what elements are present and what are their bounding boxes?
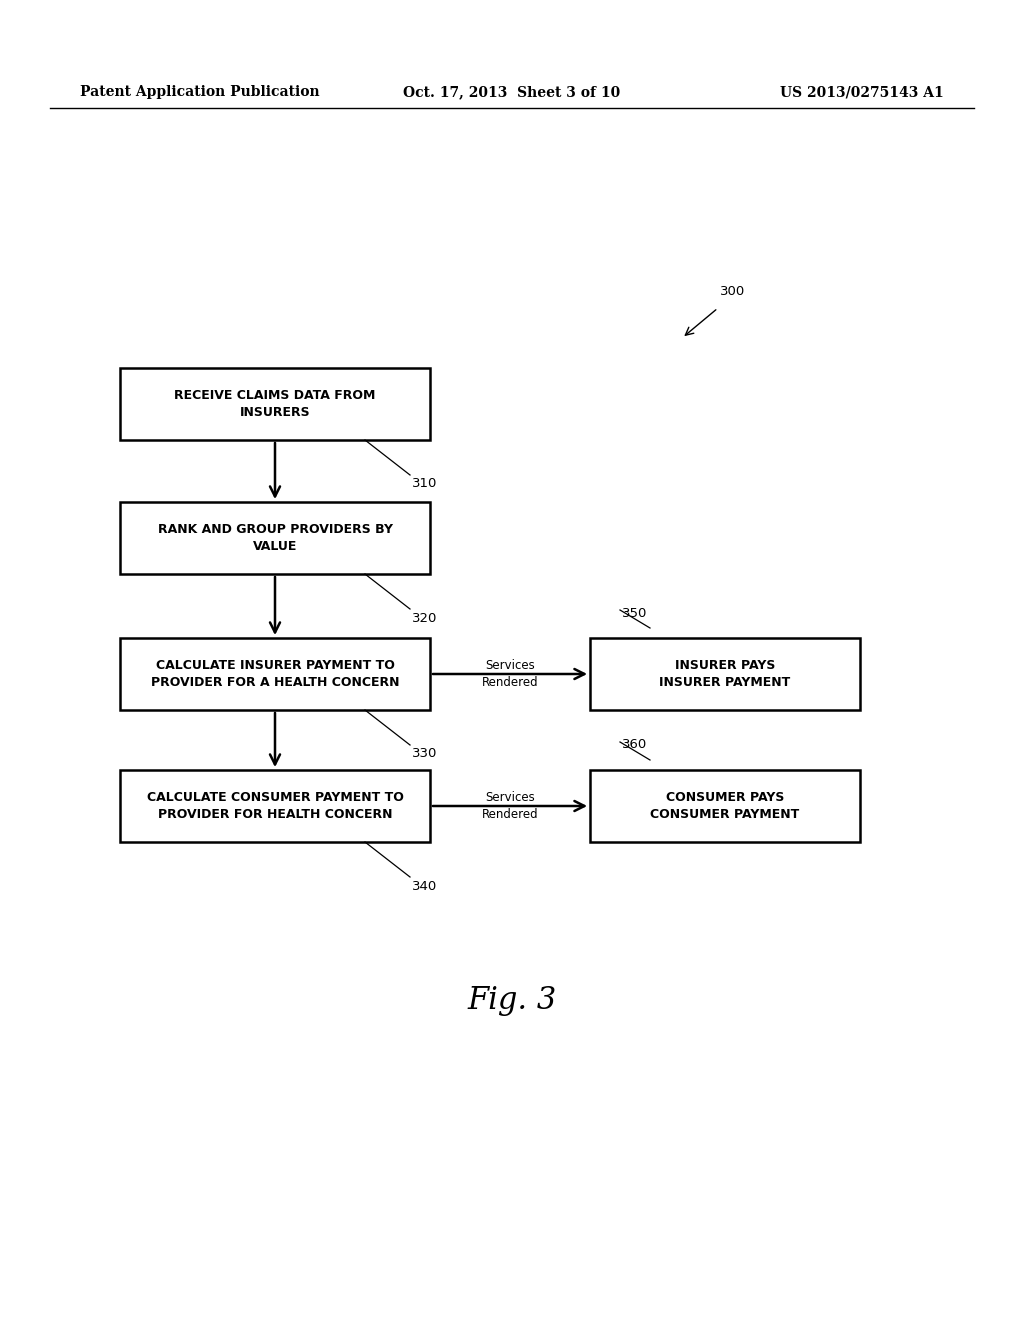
Text: 330: 330 <box>412 747 437 760</box>
Bar <box>590 770 860 842</box>
Text: 320: 320 <box>412 612 437 624</box>
Bar <box>120 638 430 710</box>
Text: Fig. 3: Fig. 3 <box>467 985 557 1015</box>
Bar <box>120 770 430 842</box>
Text: Services
Rendered: Services Rendered <box>481 791 539 821</box>
Text: US 2013/0275143 A1: US 2013/0275143 A1 <box>780 84 944 99</box>
Text: 360: 360 <box>622 738 647 751</box>
Text: 340: 340 <box>412 880 437 894</box>
Text: Services
Rendered: Services Rendered <box>481 659 539 689</box>
Text: RECEIVE CLAIMS DATA FROM
INSURERS: RECEIVE CLAIMS DATA FROM INSURERS <box>174 389 376 418</box>
Bar <box>120 368 430 440</box>
Text: 350: 350 <box>622 607 647 620</box>
Text: RANK AND GROUP PROVIDERS BY
VALUE: RANK AND GROUP PROVIDERS BY VALUE <box>158 523 392 553</box>
Text: Patent Application Publication: Patent Application Publication <box>80 84 319 99</box>
Text: INSURER PAYS
INSURER PAYMENT: INSURER PAYS INSURER PAYMENT <box>659 659 791 689</box>
Text: CONSUMER PAYS
CONSUMER PAYMENT: CONSUMER PAYS CONSUMER PAYMENT <box>650 791 800 821</box>
Text: 310: 310 <box>412 477 437 490</box>
Text: Oct. 17, 2013  Sheet 3 of 10: Oct. 17, 2013 Sheet 3 of 10 <box>403 84 621 99</box>
Text: 300: 300 <box>720 285 745 298</box>
Text: CALCULATE CONSUMER PAYMENT TO
PROVIDER FOR HEALTH CONCERN: CALCULATE CONSUMER PAYMENT TO PROVIDER F… <box>146 791 403 821</box>
Bar <box>120 502 430 574</box>
Text: CALCULATE INSURER PAYMENT TO
PROVIDER FOR A HEALTH CONCERN: CALCULATE INSURER PAYMENT TO PROVIDER FO… <box>151 659 399 689</box>
Bar <box>590 638 860 710</box>
